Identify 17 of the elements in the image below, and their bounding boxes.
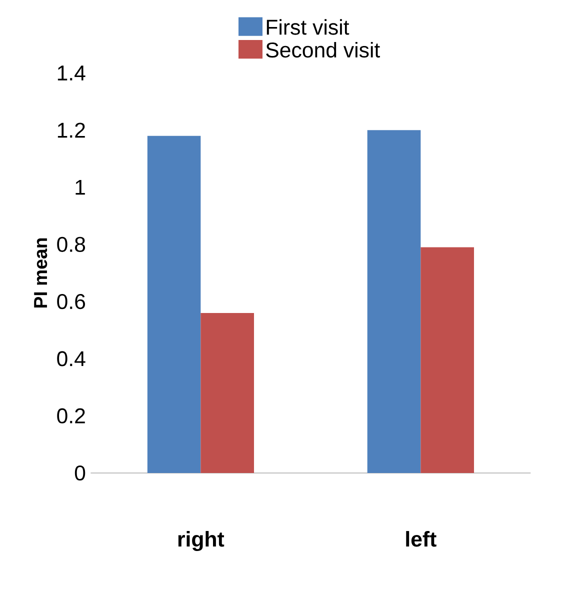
bar — [367, 130, 421, 473]
y-tick-label: 0.4 — [57, 351, 86, 366]
bar — [200, 312, 254, 473]
y-tick-label: 0.2 — [57, 408, 85, 424]
y-tick-label: 1.4 — [58, 66, 86, 80]
bar — [147, 136, 201, 473]
y-tick-label: 0.8 — [57, 236, 86, 252]
y-tick-label: 1 — [76, 180, 85, 195]
y-tick-label: 0.6 — [57, 294, 86, 310]
legend-label: First visit — [266, 19, 350, 35]
legend-label: Second visit — [266, 42, 380, 58]
bar — [420, 247, 474, 473]
y-axis-title: PI mean — [34, 238, 48, 308]
x-tick-label: left — [406, 531, 436, 547]
y-tick-label: 1.2 — [58, 122, 85, 138]
x-tick-label: right — [178, 531, 224, 552]
y-tick-label: 0 — [74, 465, 86, 481]
